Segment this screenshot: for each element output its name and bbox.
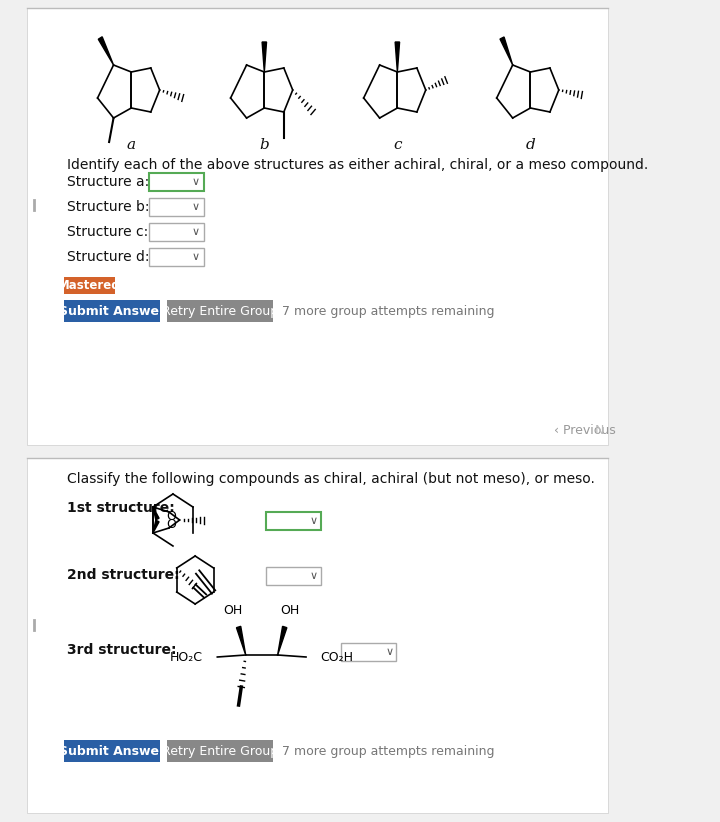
Text: Structure a:: Structure a:	[66, 175, 149, 189]
Bar	[27, 8, 608, 445]
Text: Classify the following compounds as chiral, achiral (but not meso), or meso.: Classify the following compounds as chir…	[66, 472, 595, 486]
Polygon shape	[153, 507, 159, 520]
Text: HO₂C: HO₂C	[170, 650, 203, 663]
Polygon shape	[153, 520, 159, 533]
Text: O: O	[166, 510, 176, 523]
Text: ∨: ∨	[191, 177, 199, 187]
Text: 3rd structure:: 3rd structure:	[66, 643, 176, 657]
Text: d: d	[526, 138, 535, 152]
Bar	[167, 740, 273, 762]
Bar	[64, 300, 160, 322]
Bar	[266, 512, 321, 530]
Text: 7 more group attempts remaining: 7 more group attempts remaining	[282, 304, 495, 317]
Bar	[64, 740, 160, 762]
Bar	[64, 277, 115, 294]
Text: OH: OH	[224, 604, 243, 617]
Text: CO₂H: CO₂H	[320, 650, 354, 663]
Text: OH: OH	[280, 604, 300, 617]
Text: 7 more group attempts remaining: 7 more group attempts remaining	[282, 745, 495, 758]
Text: c: c	[393, 138, 402, 152]
Polygon shape	[278, 626, 287, 655]
Polygon shape	[262, 42, 266, 72]
Bar	[27, 458, 608, 813]
Polygon shape	[236, 626, 246, 655]
Text: a: a	[127, 138, 136, 152]
Text: N: N	[594, 423, 603, 436]
Bar	[149, 173, 204, 191]
Text: ∨: ∨	[191, 252, 199, 262]
Text: Retry Entire Group: Retry Entire Group	[162, 304, 278, 317]
Bar	[167, 300, 273, 322]
Text: Structure c:: Structure c:	[66, 225, 148, 239]
Text: Retry Entire Group: Retry Entire Group	[162, 745, 278, 758]
Text: Submit Answer: Submit Answer	[59, 304, 165, 317]
Bar	[149, 198, 204, 216]
Polygon shape	[500, 37, 513, 65]
Text: Identify each of the above structures as either achiral, chiral, or a meso compo: Identify each of the above structures as…	[66, 158, 648, 172]
Polygon shape	[395, 42, 400, 72]
Text: Structure b:: Structure b:	[66, 200, 149, 214]
Text: ‹ Previous: ‹ Previous	[554, 423, 616, 436]
Bar	[149, 223, 204, 241]
Bar	[341, 643, 397, 661]
Text: ∨: ∨	[191, 202, 199, 212]
Text: ∨: ∨	[310, 571, 318, 581]
Text: Structure d:: Structure d:	[66, 250, 149, 264]
Polygon shape	[99, 37, 114, 65]
Text: 1st structure:: 1st structure:	[66, 501, 174, 515]
Bar	[266, 567, 321, 585]
Text: Submit Answer: Submit Answer	[59, 745, 165, 758]
Text: ∨: ∨	[385, 647, 393, 657]
Text: ∨: ∨	[310, 516, 318, 526]
Text: Mastered: Mastered	[58, 279, 121, 292]
Text: b: b	[259, 138, 269, 152]
Text: ∨: ∨	[191, 227, 199, 237]
Text: 2nd structure:: 2nd structure:	[66, 568, 179, 582]
Text: O: O	[166, 518, 176, 530]
Bar	[149, 248, 204, 266]
